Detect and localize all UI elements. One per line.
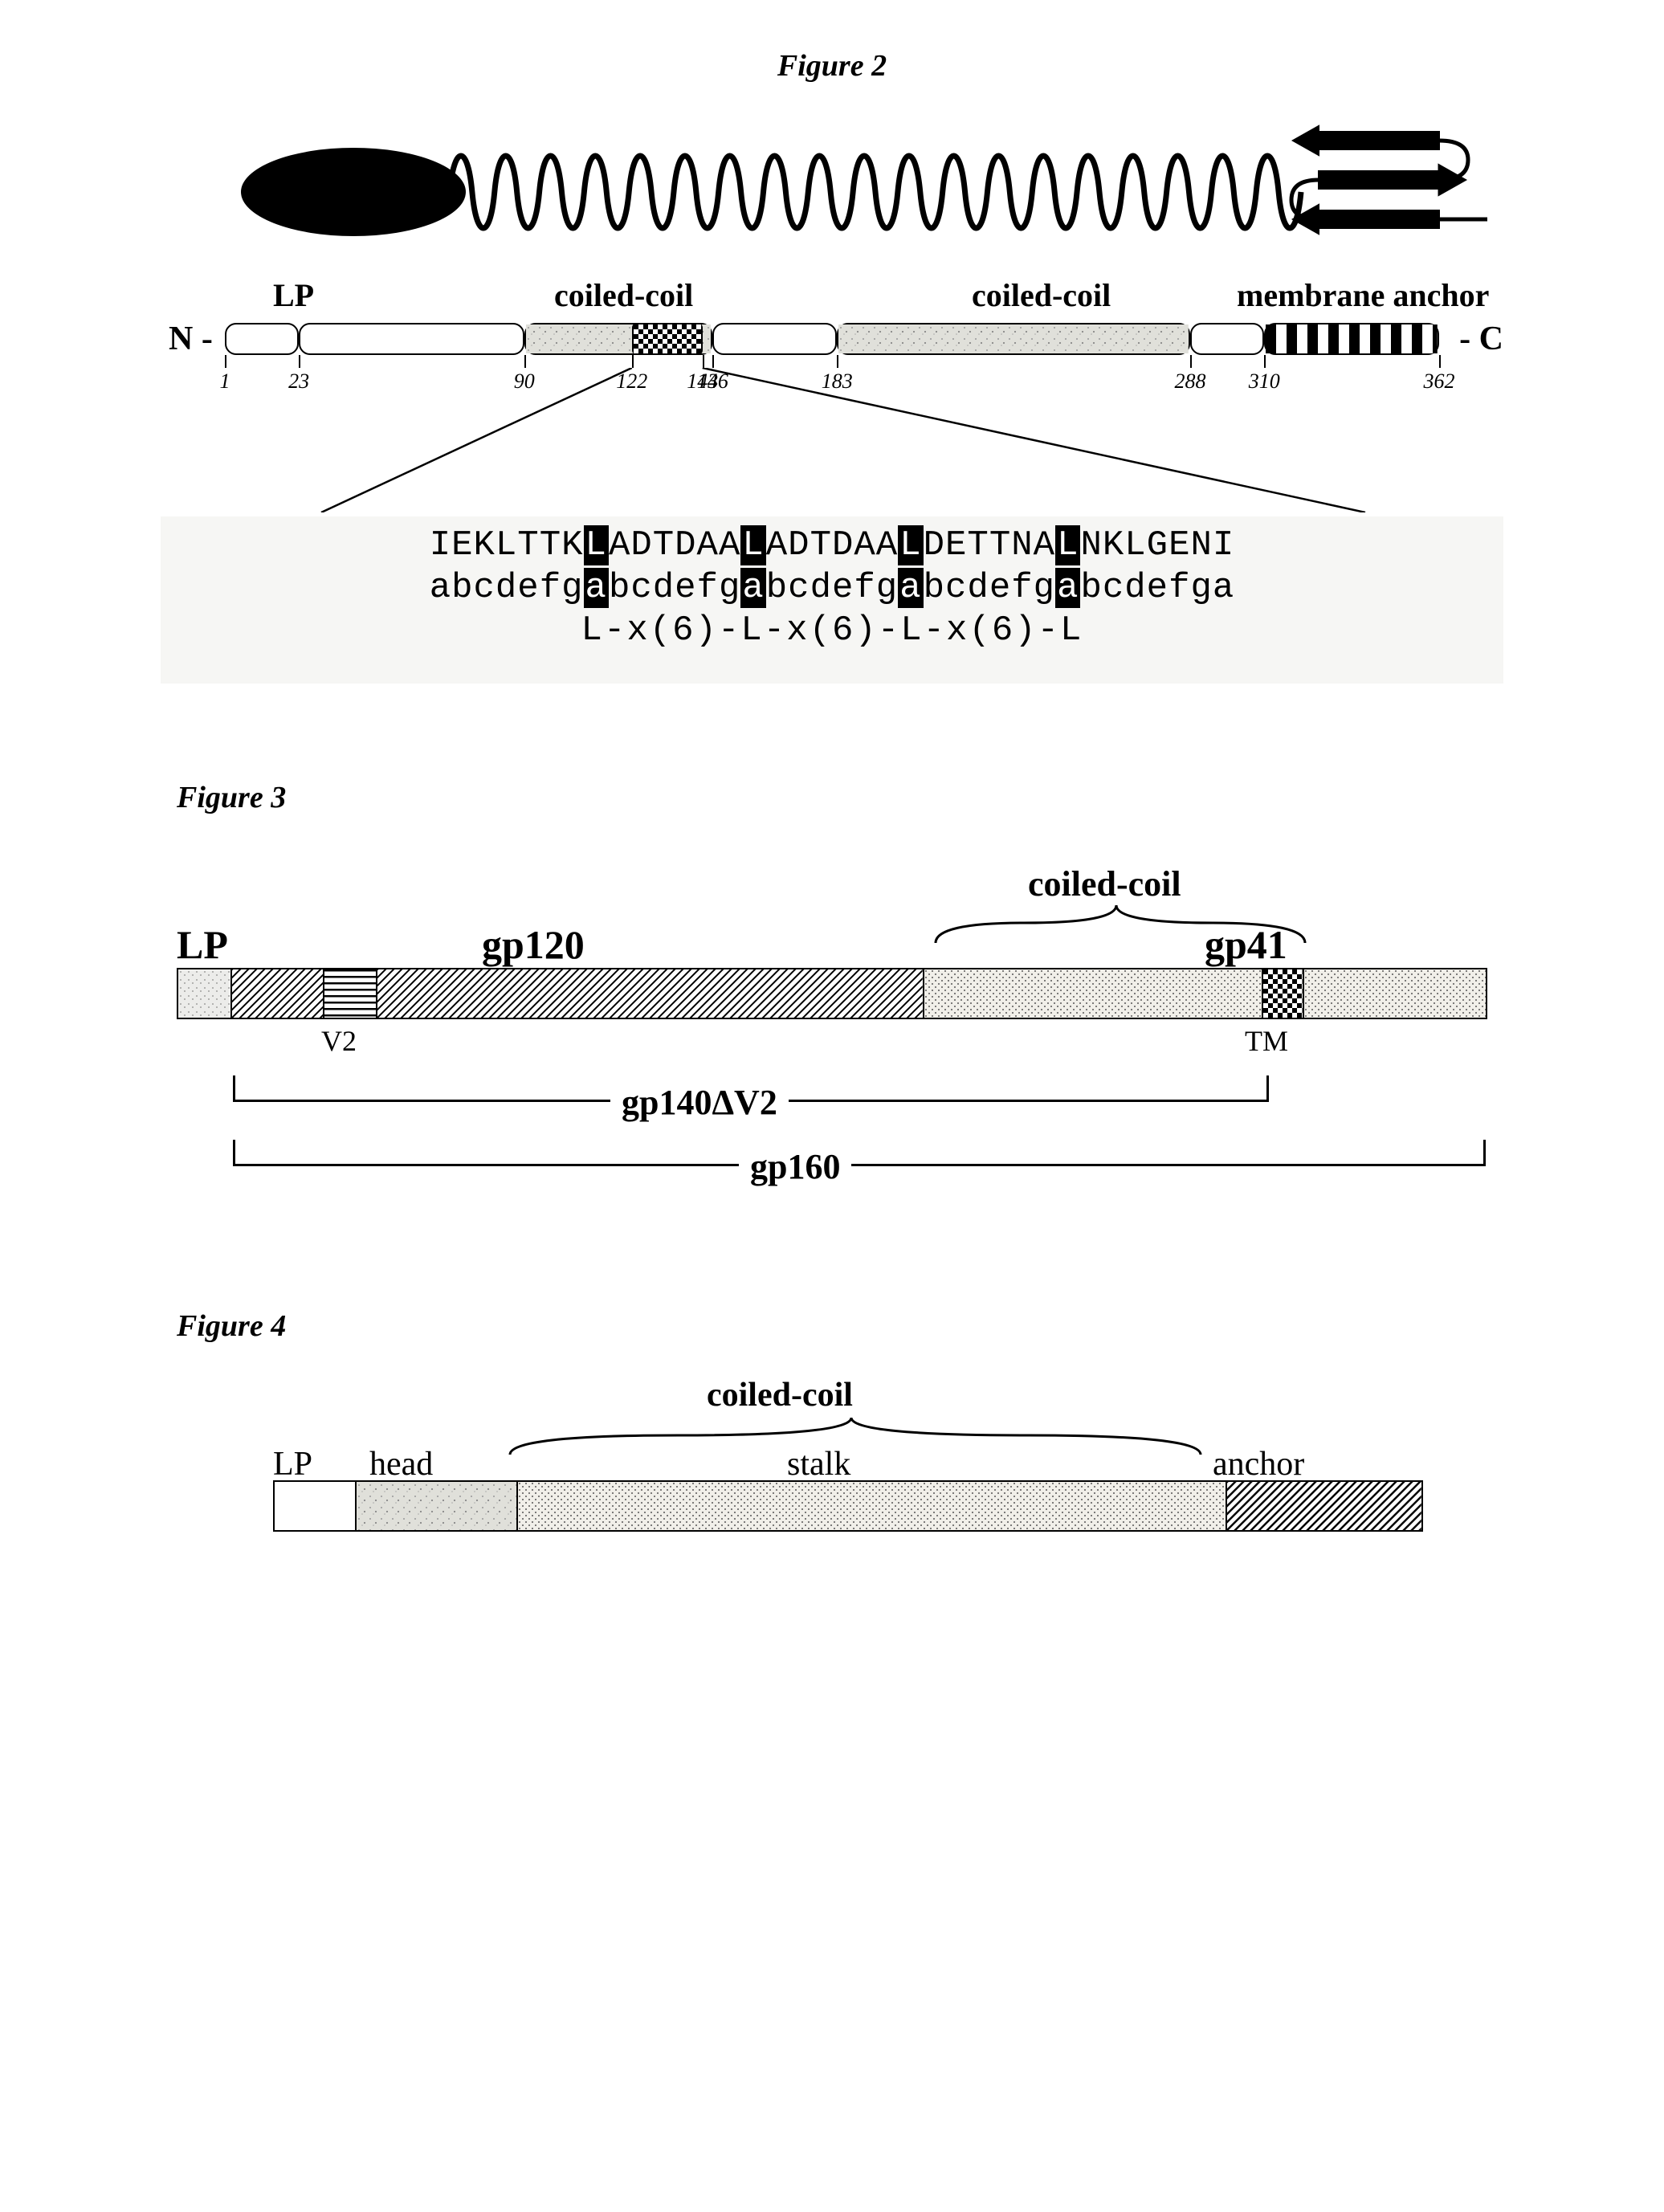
fig3-segment-gp41b [1304, 969, 1486, 1018]
fig4-brace-icon [506, 1413, 1205, 1458]
fig4-label-stalk: stalk [787, 1445, 850, 1484]
label-coiled-coil-2: coiled-coil [972, 276, 1111, 314]
sequence-block: IEKLTTKLADTDAALADTDAALDETTNALNKLGENI abc… [161, 516, 1503, 684]
fig3-under-labels: V2 TM gp140ΔV2 gp160 [177, 1019, 1487, 1212]
fig3-label-gp160: gp160 [739, 1146, 851, 1187]
label-coiled-coil-1: coiled-coil [554, 276, 693, 314]
figure3: LP gp120 coiled-coil gp41 V2 TM gp140ΔV2… [177, 863, 1487, 1212]
fig2-segment [712, 323, 837, 355]
fig2-tick [1264, 355, 1266, 368]
sequence-motif: L-x(6)-L-x(6)-L-x(6)-L [161, 610, 1503, 652]
label-lp: LP [273, 276, 314, 314]
sequence-aa: IEKLTTKLADTDAALADTDAALDETTNALNKLGENI [161, 524, 1503, 567]
fig2-tick [225, 355, 226, 368]
fig2-segment [225, 323, 299, 355]
sequence-register: abcdefgabcdefgabcdefgabcdefgabcdefga [161, 567, 1503, 610]
fig3-segment-lp [178, 969, 232, 1018]
fig2-tick [712, 355, 714, 368]
fig3-brace-icon [932, 899, 1309, 947]
fig4-segment-head [357, 1482, 518, 1530]
c-terminus: - C [1459, 320, 1503, 358]
fig2-tick [1439, 355, 1441, 368]
fig3-label-lp: LP [177, 921, 228, 968]
figure2-title: Figure 2 [112, 48, 1552, 84]
fig3-label-gp140: gp140ΔV2 [610, 1082, 789, 1123]
fig4-label-coiled-coil: coiled-coil [707, 1376, 853, 1414]
fig3-label-tm: TM [1245, 1024, 1288, 1058]
fig3-label-gp120: gp120 [482, 921, 585, 968]
fig4-bar [273, 1480, 1423, 1532]
fig3-top-labels: LP gp120 coiled-coil gp41 [177, 863, 1487, 968]
globular-domain-icon [241, 148, 466, 236]
fig2-segment [1264, 323, 1439, 355]
fig4-top-labels: coiled-coil LP head stalk anchor [273, 1376, 1423, 1480]
fig2-tick [837, 355, 838, 368]
figure3-title: Figure 3 [177, 780, 1552, 815]
fig3-segment-tm [1263, 969, 1303, 1018]
figure4-title: Figure 4 [177, 1308, 1552, 1344]
fig4-label-head: head [369, 1445, 433, 1484]
fig4-label-lp: LP [273, 1445, 312, 1484]
fig2-tick [524, 355, 526, 368]
fig2-tick [1190, 355, 1192, 368]
fig2-tick [299, 355, 300, 368]
gp160-bracket [233, 1140, 1486, 1166]
fig4-label-anchor: anchor [1213, 1445, 1304, 1484]
zoom-lines [112, 368, 1552, 512]
fig2-segment [837, 323, 1190, 355]
fig2-segment [299, 323, 524, 355]
fig2-domain-bar-row: N - 12390122143146183288310362 - C [112, 320, 1552, 368]
fig3-segment-v2pre [232, 969, 324, 1018]
fig3-label-v2: V2 [321, 1024, 357, 1058]
label-membrane-anchor: membrane anchor [1237, 276, 1489, 314]
fig2-domain-labels: LP coiled-coil coiled-coil membrane anch… [112, 276, 1552, 316]
n-terminus: N - [169, 320, 213, 358]
fig2-domain-bar: 12390122143146183288310362 [225, 323, 1439, 355]
fig3-segment-gp41a [924, 969, 1263, 1018]
fig2-tick [703, 355, 704, 368]
fig3-segment-gp120 [377, 969, 924, 1018]
fig3-bar [177, 968, 1487, 1019]
fig2-segment-sub [632, 323, 703, 355]
fig4-segment-stalk [518, 1482, 1228, 1530]
coiled-coil-icon [450, 132, 1317, 252]
fig2-schematic [241, 124, 1471, 244]
fig2-tick [632, 355, 634, 368]
fig4-segment-anchor [1227, 1482, 1421, 1530]
fig2-segment [1190, 323, 1264, 355]
figure2: LP coiled-coil coiled-coil membrane anch… [112, 124, 1552, 684]
figure4: coiled-coil LP head stalk anchor [273, 1376, 1423, 1532]
fig3-segment-v2 [324, 969, 378, 1018]
beta-sheet-icon [1287, 124, 1495, 252]
fig4-segment-lp [275, 1482, 357, 1530]
